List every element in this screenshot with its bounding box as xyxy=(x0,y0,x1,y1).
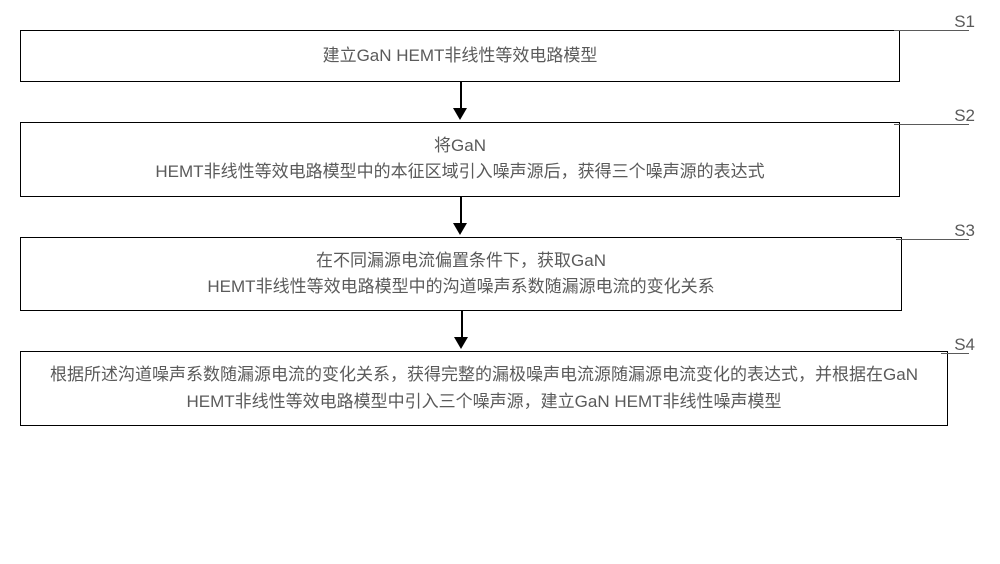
step-label-s1: S1 xyxy=(954,12,975,32)
arrow-down-icon xyxy=(20,311,902,351)
arrow-down-icon xyxy=(20,197,900,237)
step-text: 根据所述沟道噪声系数随漏源电流的变化关系，获得完整的漏极噪声电流源随漏源电流变化… xyxy=(50,365,918,410)
step-box-s4: 根据所述沟道噪声系数随漏源电流的变化关系，获得完整的漏极噪声电流源随漏源电流变化… xyxy=(20,351,948,426)
step-box-s1: 建立GaN HEMT非线性等效电路模型 xyxy=(20,30,900,82)
step-row-s1: 建立GaN HEMT非线性等效电路模型 S1 xyxy=(20,30,970,82)
step-row-s4: 根据所述沟道噪声系数随漏源电流的变化关系，获得完整的漏极噪声电流源随漏源电流变化… xyxy=(20,351,970,426)
step-box-s2: 将GaNHEMT非线性等效电路模型中的本征区域引入噪声源后，获得三个噪声源的表达… xyxy=(20,122,900,197)
flowchart: 建立GaN HEMT非线性等效电路模型 S1 将GaNHEMT非线性等效电路模型… xyxy=(20,30,970,426)
step-row-s3: 在不同漏源电流偏置条件下，获取GaNHEMT非线性等效电路模型中的沟道噪声系数随… xyxy=(20,237,970,312)
step-label-s4: S4 xyxy=(954,335,975,355)
step-text: 将GaNHEMT非线性等效电路模型中的本征区域引入噪声源后，获得三个噪声源的表达… xyxy=(155,136,764,181)
step-label-s3: S3 xyxy=(954,221,975,241)
step-text: 在不同漏源电流偏置条件下，获取GaNHEMT非线性等效电路模型中的沟道噪声系数随… xyxy=(207,251,714,296)
arrow-down-icon xyxy=(20,82,900,122)
step-label-s2: S2 xyxy=(954,106,975,126)
step-box-s3: 在不同漏源电流偏置条件下，获取GaNHEMT非线性等效电路模型中的沟道噪声系数随… xyxy=(20,237,902,312)
step-row-s2: 将GaNHEMT非线性等效电路模型中的本征区域引入噪声源后，获得三个噪声源的表达… xyxy=(20,122,970,197)
step-text: 建立GaN HEMT非线性等效电路模型 xyxy=(323,43,598,69)
